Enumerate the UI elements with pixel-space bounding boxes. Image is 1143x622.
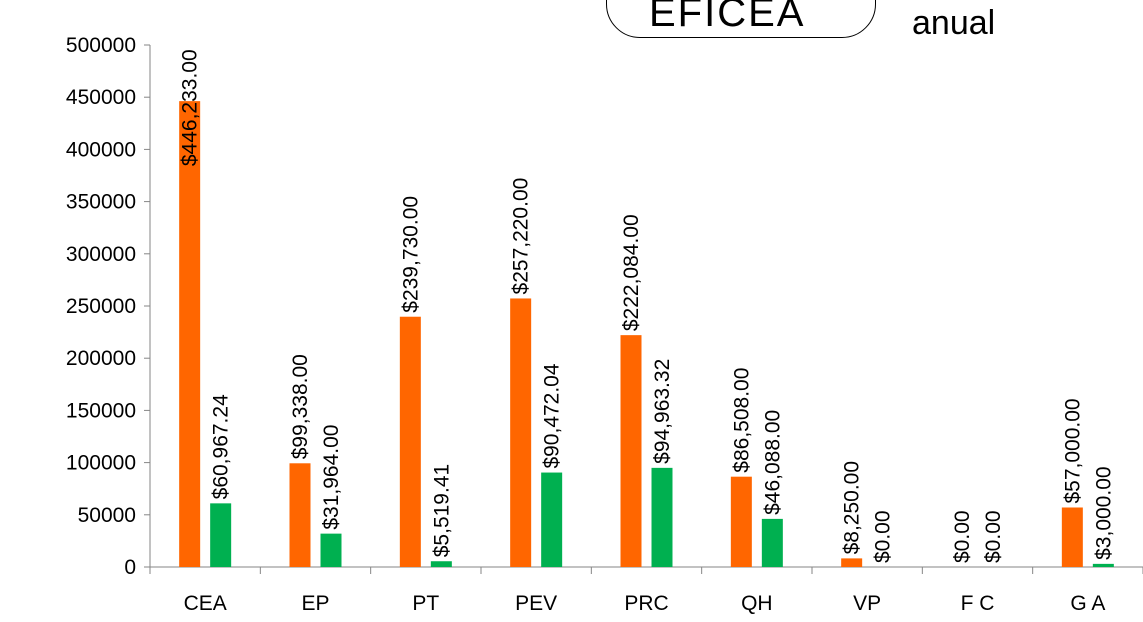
title-callout-text: EFICEA: [649, 0, 806, 35]
x-category-label: CEA: [184, 592, 227, 615]
period-label: anual: [912, 4, 996, 42]
data-label: $257,220.00: [510, 178, 533, 295]
y-axis: 0 50000 100000 150000 200000 250000 300000 3500…: [66, 34, 151, 579]
bar-series-1: [399, 316, 421, 567]
title-callout: EFICEA: [606, 0, 876, 38]
bar-series-2: [320, 533, 342, 567]
data-label: $57,000.00: [1061, 398, 1084, 503]
bar-series-2: [430, 561, 452, 567]
data-label: $46,088.00: [761, 410, 784, 515]
data-label: $31,964.00: [320, 425, 343, 530]
data-label: $5,519.41: [430, 464, 453, 557]
data-label: $0.00: [951, 510, 974, 563]
data-label: $0.00: [982, 510, 1005, 563]
data-label: $86,508.00: [730, 368, 753, 473]
bar-series-1: [289, 463, 311, 567]
bar-series-1: [620, 335, 642, 567]
y-tick-label: 100000: [66, 452, 136, 475]
data-label: $99,338.00: [289, 354, 312, 459]
bars: [179, 101, 1114, 567]
x-category-label: QH: [741, 592, 773, 615]
data-label: $94,963.32: [651, 359, 674, 464]
bar-series-2: [761, 518, 783, 567]
x-category-label: EP: [301, 592, 329, 615]
x-axis: CEA EP PT PEV PRC QH VP F C G A: [149, 566, 1143, 615]
bar-series-2: [541, 472, 563, 567]
y-tick-label: 150000: [66, 399, 136, 422]
x-category-label: PRC: [624, 592, 668, 615]
data-label: $3,000.00: [1092, 466, 1115, 559]
y-tick-label: 450000: [66, 86, 136, 109]
y-tick-label: 300000: [66, 243, 136, 266]
bar-series-2: [1092, 563, 1114, 567]
data-label: $8,250.00: [841, 461, 864, 554]
bar-series-1: [841, 558, 863, 567]
data-label: $239,730.00: [399, 196, 422, 313]
x-category-label: G A: [1070, 592, 1105, 615]
y-tick-label: 250000: [66, 295, 136, 318]
data-label: $222,084.00: [620, 214, 643, 331]
bar-series-1: [1061, 507, 1083, 567]
x-category-label: VP: [853, 592, 881, 615]
x-category-label: F C: [961, 592, 995, 615]
bar-series-1: [730, 476, 752, 567]
bar-series-2: [210, 503, 232, 567]
bar-series-2: [651, 467, 673, 567]
y-tick-label: 400000: [66, 138, 136, 161]
data-label: $90,472.04: [541, 363, 564, 468]
data-label: $0.00: [872, 510, 895, 563]
y-tick-label: 50000: [78, 504, 136, 527]
data-labels: $446,233.00 $60,967.24 $99,338.00 $31,964.0…: [179, 49, 1116, 563]
bar-series-1: [510, 298, 532, 567]
y-tick-label: 200000: [66, 347, 136, 370]
y-tick-label: 350000: [66, 191, 136, 214]
data-label: $60,967.24: [210, 394, 233, 499]
data-label: $446,233.00: [179, 49, 202, 166]
x-category-label: PT: [412, 592, 439, 615]
x-category-label: PEV: [515, 592, 557, 615]
y-tick-label: 0: [124, 556, 136, 579]
bar-series-1: [179, 101, 201, 567]
y-tick-label: 500000: [66, 34, 136, 57]
